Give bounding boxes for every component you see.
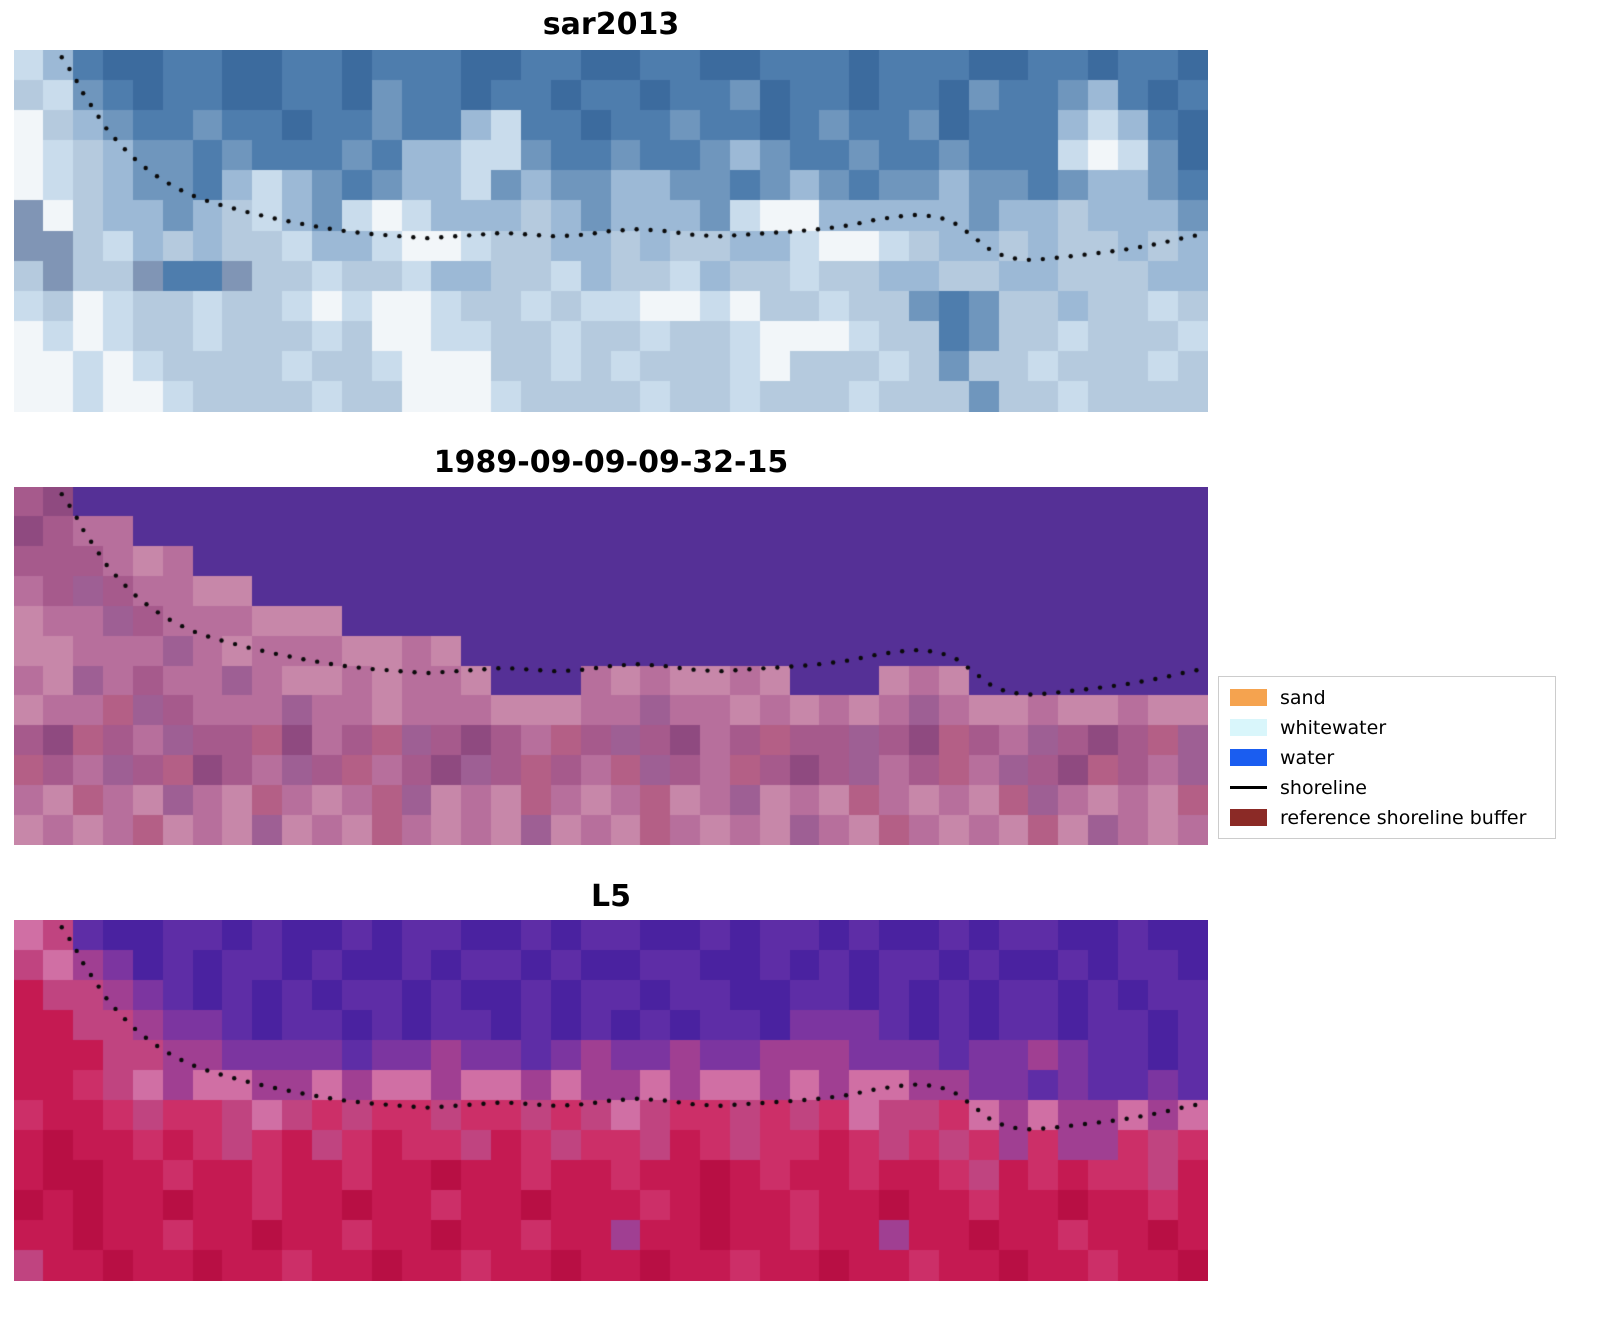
l5-image-canvas	[14, 920, 1208, 1281]
legend-item-sand: sand	[1230, 686, 1544, 709]
whitewater-swatch	[1230, 719, 1267, 736]
panel-title-sar2013: sar2013	[542, 7, 680, 42]
legend-item-reference-shoreline-buffer: reference shoreline buffer	[1230, 806, 1544, 829]
legend-label-whitewater: whitewater	[1280, 716, 1387, 739]
legend-item-whitewater: whitewater	[1230, 716, 1544, 739]
legend-label-shoreline: shoreline	[1280, 776, 1367, 799]
classified-scene-image-canvas	[14, 487, 1208, 845]
legend-label-water: water	[1280, 746, 1335, 769]
reference-shoreline-buffer-swatch	[1230, 809, 1267, 826]
legend-label-sand: sand	[1280, 686, 1326, 709]
sand-swatch	[1230, 689, 1267, 706]
legend-item-water: water	[1230, 746, 1544, 769]
legend: sand whitewater water shoreline referenc…	[1218, 676, 1556, 839]
legend-item-shoreline: shoreline	[1230, 776, 1544, 799]
panel-title-l5: L5	[591, 879, 631, 914]
water-swatch	[1230, 749, 1267, 766]
panel-title-1989-scene: 1989-09-09-09-32-15	[433, 445, 789, 480]
sar2013-image-canvas	[14, 50, 1208, 412]
shoreline-line-swatch	[1230, 786, 1267, 789]
legend-label-reference-shoreline-buffer: reference shoreline buffer	[1280, 806, 1527, 829]
